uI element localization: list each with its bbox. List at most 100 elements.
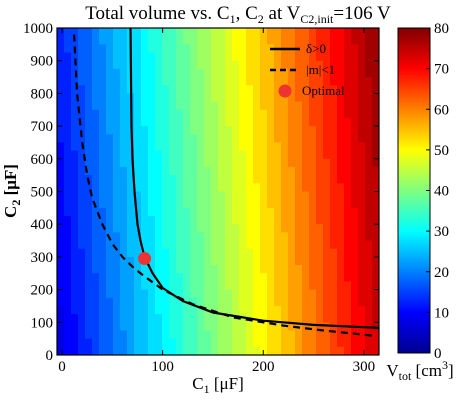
heatmap-cell [106,36,114,45]
heatmap-cell [253,224,261,233]
heatmap-cell [127,281,135,291]
heatmap-cell [197,44,205,54]
heatmap-cell [155,216,163,225]
heatmap-cell [85,158,93,168]
heatmap-cell [71,322,79,332]
heatmap-cell [323,117,331,127]
heatmap-cell [253,134,261,144]
heatmap-cell [78,44,86,54]
heatmap-cell [302,256,310,266]
heatmap-cell [302,232,310,242]
heatmap-cell [260,77,268,86]
heatmap-cell [358,93,366,103]
heatmap-cell [316,28,324,37]
heatmap-cell [253,281,261,291]
heatmap-cell [351,36,359,45]
legend-marker-optimal [278,84,292,98]
heatmap-cell [85,36,93,45]
heatmap-cell [106,314,114,323]
heatmap-cell [253,265,261,274]
heatmap-cell [295,207,303,217]
heatmap-cell [106,158,114,168]
heatmap-cell [337,273,345,283]
heatmap-cell [141,183,149,193]
heatmap-cell [113,338,121,348]
heatmap-cell [134,265,142,274]
colorbar-tick-label: 80 [434,21,449,37]
heatmap-cell [211,207,219,217]
heatmap-cell [288,166,296,176]
heatmap-cell [267,314,275,323]
heatmap-cell [57,338,65,348]
heatmap-cell [323,60,331,70]
heatmap-cell [218,28,226,37]
heatmap-cell [225,224,233,233]
heatmap-cell [295,338,303,348]
heatmap-cell [134,248,142,258]
heatmap-cell [148,346,156,355]
heatmap-cell [78,60,86,70]
heatmap-cell [316,77,324,86]
heatmap-cell [190,117,198,127]
heatmap-cell [99,142,107,152]
heatmap-cell [134,175,142,184]
heatmap-cell [260,166,268,176]
heatmap-cell [253,256,261,266]
heatmap-cell [92,207,100,217]
heatmap-cell [225,109,233,119]
heatmap-cell [78,224,86,233]
heatmap-cell [106,224,114,233]
heatmap-cell [344,289,352,299]
heatmap-cell [148,281,156,291]
heatmap-cell [309,117,317,127]
heatmap-cell [260,126,268,135]
heatmap-cell [365,265,373,274]
heatmap-cell [267,224,275,233]
heatmap-cell [358,338,366,348]
heatmap-cell [197,289,205,299]
heatmap-cell [57,142,65,152]
heatmap-cell [71,52,79,62]
heatmap-cell [365,68,373,78]
heatmap-cell [330,158,338,168]
heatmap-cell [330,68,338,78]
heatmap-cell [64,36,72,45]
heatmap-cell [246,346,254,355]
heatmap-cell [225,191,233,201]
heatmap-cell [344,175,352,184]
x-tick-label: 0 [58,359,66,375]
heatmap-cell [372,28,379,37]
heatmap-cell [120,256,128,266]
heatmap-cell [176,36,184,45]
heatmap-cell [288,175,296,184]
heatmap-cell [71,240,79,250]
heatmap-cell [372,101,379,111]
heatmap-cell [337,175,345,184]
heatmap-cell [127,232,135,242]
heatmap-cell [316,289,324,299]
heatmap-cell [218,117,226,127]
heatmap-cell [372,77,379,86]
heatmap-cell [288,117,296,127]
heatmap-cell [337,158,345,168]
heatmap-cell [295,305,303,315]
heatmap-cell [162,134,170,144]
heatmap-cell [71,109,79,119]
heatmap-cell [281,68,289,78]
heatmap-cell [232,305,240,315]
heatmap-cell [211,232,219,242]
heatmap-cell [92,101,100,111]
heatmap-cell [57,183,65,193]
heatmap-cell [148,273,156,283]
heatmap-cell [225,265,233,274]
heatmap-cell [120,232,128,242]
heatmap-cell [295,256,303,266]
heatmap-cell [78,109,86,119]
heatmap-cell [211,191,219,201]
heatmap-cell [169,28,177,37]
heatmap-cell [211,281,219,291]
heatmap-cell [232,109,240,119]
heatmap-cell [99,93,107,103]
heatmap-cell [106,183,114,193]
